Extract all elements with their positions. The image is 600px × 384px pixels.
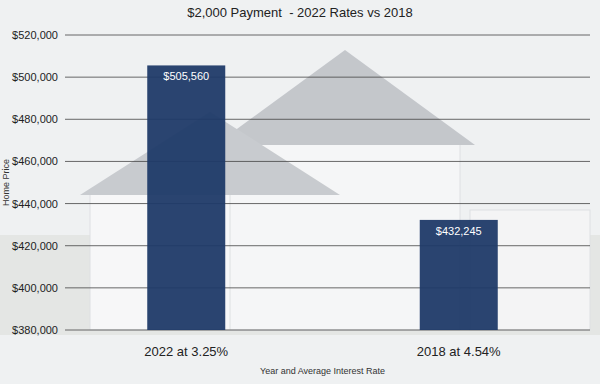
y-tick-label: $440,000 [12,198,58,210]
grid-line [65,203,590,204]
background [0,0,600,384]
bar [147,65,225,330]
bars [147,65,498,330]
y-axis-label: Home Price [1,159,11,206]
x-tick-label: 2022 at 3.25% [144,344,228,359]
grid [65,35,590,330]
grid-line [65,161,590,162]
y-tick-label: $380,000 [12,324,58,336]
grid-line [65,77,590,78]
title: $2,000 Payment - 2022 Rates vs 2018 [187,5,412,20]
y-tick-label: $500,000 [12,71,58,83]
chart-container: $2,000 Payment - 2022 Rates vs 2018 $380,… [0,0,600,384]
y-tick-label: $480,000 [12,113,58,125]
y-tick-label: $520,000 [12,29,58,41]
grid-line [65,245,590,246]
data-label: $505,560 [163,70,209,82]
grid-line [65,119,590,120]
chart-svg: $2,000 Payment - 2022 Rates vs 2018 $380,… [0,0,600,384]
background-roof [215,50,475,145]
y-tick-label: $420,000 [12,240,58,252]
grid-line [65,287,590,288]
bar [420,220,498,330]
y-tick-label: $460,000 [12,155,58,167]
x-axis-label: Year and Average Interest Rate [260,366,385,376]
grid-line [65,330,590,331]
background-fill [0,0,600,384]
data-label: $432,245 [436,225,482,237]
grid-line [65,35,590,36]
x-tick-label: 2018 at 4.54% [417,344,501,359]
y-tick-label: $400,000 [12,282,58,294]
